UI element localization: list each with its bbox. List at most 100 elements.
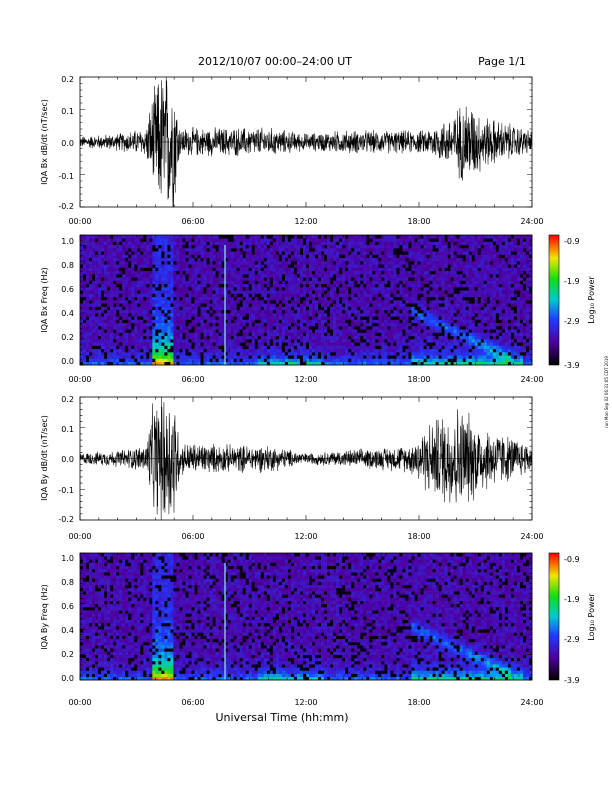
spectrogram-cell <box>327 339 331 343</box>
spectrogram-cell <box>426 261 430 265</box>
spectrogram-cell <box>312 335 316 340</box>
spectrogram-cell <box>402 339 406 343</box>
spectrogram-cell <box>306 287 310 291</box>
spectrogram-cell <box>411 261 415 265</box>
spectrogram-cell <box>399 277 403 281</box>
spectrogram-cell <box>411 254 415 259</box>
spectrogram-cell <box>158 348 162 353</box>
spectrogram-cell <box>453 329 457 333</box>
spectrogram-cell <box>206 319 210 324</box>
spectrogram-cell <box>375 348 379 353</box>
spectrogram-cell <box>366 332 370 337</box>
spectrogram-cell <box>296 358 301 363</box>
spectrogram-cell <box>441 352 445 356</box>
spectrogram-cell <box>176 303 180 307</box>
spectrogram-cell <box>170 358 174 363</box>
spectrogram-cell <box>116 257 120 262</box>
spectrogram-cell <box>309 293 313 298</box>
spectrogram-cell <box>438 274 442 278</box>
spectrogram-cell <box>435 313 439 317</box>
spectrogram-cell <box>327 358 331 363</box>
spectrogram-cell <box>269 277 274 281</box>
spectrogram-cell <box>330 238 334 242</box>
spectrogram-cell <box>375 248 379 252</box>
spectrogram-cell <box>393 313 397 317</box>
spectrogram-cell <box>363 329 367 333</box>
spectrogram-cell <box>402 322 406 327</box>
spectrogram-cell <box>312 264 316 268</box>
spectrogram-cell <box>92 355 96 359</box>
spectrogram-cell <box>399 287 403 291</box>
spectrogram-cell <box>435 270 439 275</box>
spectrogram-cell <box>369 270 373 275</box>
spectrogram-cell <box>173 358 177 363</box>
spectrogram-cell <box>215 348 219 353</box>
spectrogram-cell <box>447 309 451 314</box>
spectrogram-cell <box>218 316 222 320</box>
spectrogram-cell <box>149 342 153 346</box>
spectrogram-cell <box>170 257 174 262</box>
spectrogram-cell <box>296 348 301 353</box>
spectrogram-cell <box>438 335 442 340</box>
spectrogram-cell <box>107 319 111 324</box>
spectrogram-cell <box>227 290 231 294</box>
spectrogram-cell <box>92 345 96 350</box>
spectrogram-cell <box>92 339 96 343</box>
spectrogram-cell <box>330 274 334 278</box>
spectrogram-cell <box>444 296 448 301</box>
spectrogram-cell <box>218 332 222 337</box>
spectrogram-cell <box>173 348 177 353</box>
spectrogram-cell <box>423 339 427 343</box>
spectrogram-cell <box>390 280 394 285</box>
spectrogram-cell <box>266 332 271 337</box>
spectrogram-cell <box>315 235 319 239</box>
spectrogram-cell <box>447 352 451 356</box>
spectrogram-cell <box>309 322 313 327</box>
spectrogram-cell <box>381 361 385 366</box>
spectrogram-cell <box>408 329 412 333</box>
spectrogram-cell <box>432 293 436 298</box>
spectrogram-cell <box>122 244 126 249</box>
spectrogram-cell <box>107 309 111 314</box>
spectrogram-cell <box>287 264 292 268</box>
spectrogram-cell <box>275 306 280 311</box>
spectrogram-cell <box>161 335 165 340</box>
spectrogram-cell <box>122 251 126 255</box>
spectrogram-cell <box>284 287 289 291</box>
spectrogram-cell <box>396 326 400 330</box>
spectrogram-cell <box>128 248 132 252</box>
spectrogram-cell <box>450 235 454 239</box>
spectrogram-cell <box>327 342 331 346</box>
spectrogram-cell <box>173 300 177 304</box>
spectrogram-cell <box>290 293 295 298</box>
spectrogram-cell <box>251 329 256 333</box>
spectrogram-cell <box>254 267 259 272</box>
spectrogram-cell <box>333 267 337 272</box>
spectrogram-cell <box>432 348 436 353</box>
spectrogram-cell <box>324 345 328 350</box>
spectrogram-cell <box>122 319 126 324</box>
spectrogram-cell <box>287 248 292 252</box>
spectrogram-cell <box>408 238 412 242</box>
spectrogram-cell <box>411 329 415 333</box>
spectrogram-cell <box>107 361 111 366</box>
spectrogram-cell <box>251 235 256 239</box>
spectrogram-cell <box>212 283 216 288</box>
spectrogram-cell <box>137 319 141 324</box>
spectrogram-cell <box>375 267 379 272</box>
spectrogram-cell <box>209 277 213 281</box>
spectrogram-cell <box>149 332 153 337</box>
spectrogram-cell <box>357 293 361 298</box>
spectrogram-cell <box>149 277 153 281</box>
spectrogram-cell <box>107 287 111 291</box>
spectrogram-cell <box>372 339 376 343</box>
spectrogram-cell <box>122 313 126 317</box>
spectrogram-cell <box>375 277 379 281</box>
spectrogram-cell <box>272 345 277 350</box>
spectrogram-cell <box>185 303 189 307</box>
spectrogram-cell <box>113 316 117 320</box>
spectrogram-cell <box>254 361 259 366</box>
spectrogram-cell <box>197 306 201 311</box>
spectrogram-cell <box>212 319 216 324</box>
spectrogram-cell <box>330 287 334 291</box>
